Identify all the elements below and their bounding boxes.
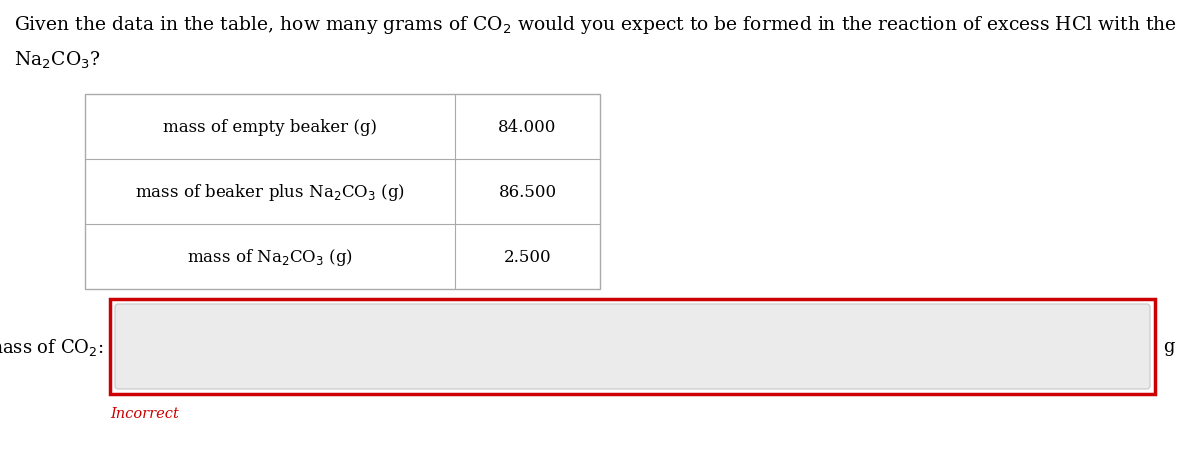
Text: mass of beaker plus Na$_2$CO$_3$ (g): mass of beaker plus Na$_2$CO$_3$ (g) [136,182,404,202]
Text: 2.500: 2.500 [504,248,551,265]
Text: 86.500: 86.500 [498,184,557,201]
Text: Given the data in the table, how many grams of CO$_2$ would you expect to be for: Given the data in the table, how many gr… [14,14,1177,36]
Bar [110,299,1154,394]
FancyBboxPatch shape [115,304,1150,389]
Text: mass of Na$_2$CO$_3$ (g): mass of Na$_2$CO$_3$ (g) [187,246,353,268]
Bar [85,95,600,289]
Text: Incorrect: Incorrect [110,406,179,420]
Text: 0.97: 0.97 [133,338,173,356]
Text: g: g [1163,338,1175,356]
Text: Na$_2$CO$_3$?: Na$_2$CO$_3$? [14,50,101,71]
Text: mass of empty beaker (g): mass of empty beaker (g) [163,119,377,136]
Text: mass of CO$_2$:: mass of CO$_2$: [0,336,104,357]
Text: 84.000: 84.000 [498,119,557,136]
